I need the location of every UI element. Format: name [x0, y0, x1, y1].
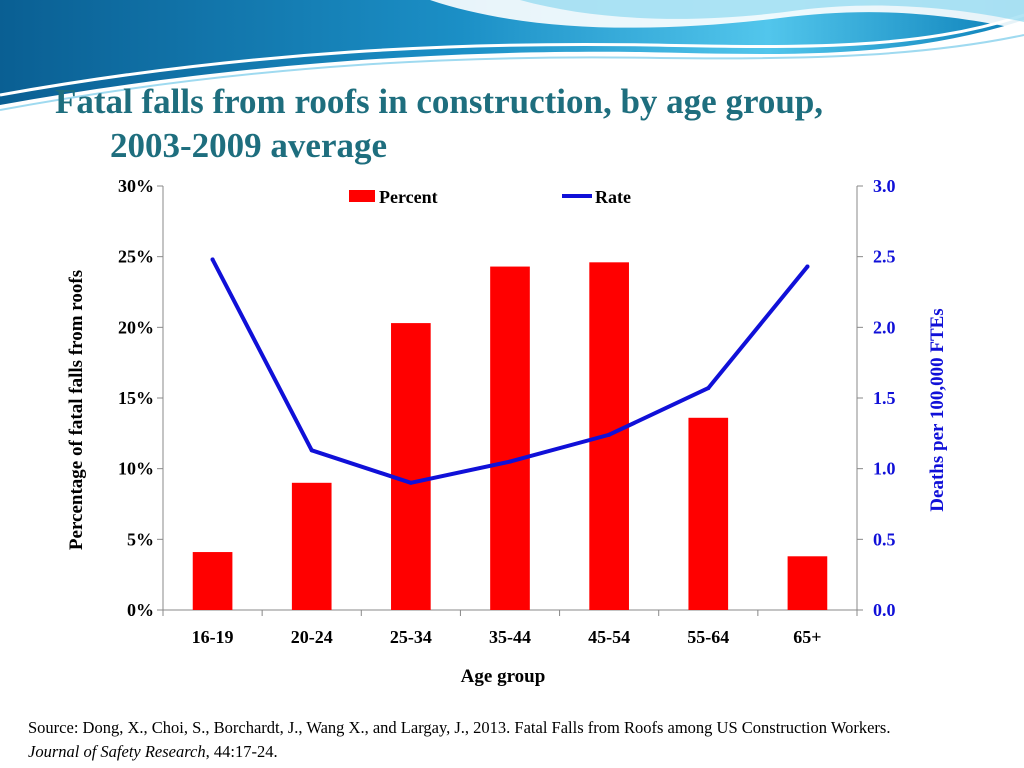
source-citation: Source: Dong, X., Choi, S., Borchardt, J…: [28, 716, 928, 764]
right-tick-label: 2.5: [873, 247, 896, 267]
rate-point-20-24: [309, 448, 314, 453]
left-tick-label: 5%: [127, 529, 154, 549]
title-line-1: Fatal falls from roofs in construction, …: [55, 82, 824, 121]
legend-percent-swatch: [349, 190, 375, 202]
bar-percent-20-24: [291, 482, 332, 610]
right-tick-label: 0.5: [873, 529, 896, 549]
left-tick-label: 20%: [118, 317, 154, 337]
x-tick-label: 55-64: [687, 627, 729, 647]
right-tick-label: 0.0: [873, 600, 896, 620]
right-tick-label: 3.0: [873, 176, 896, 196]
rate-point-16-19: [210, 257, 215, 262]
rate-point-65+: [805, 264, 810, 269]
bar-percent-55-64: [688, 417, 729, 610]
left-axis-title: Percentage of fatal falls from roofs: [66, 270, 87, 550]
rate-point-45-54: [607, 432, 612, 437]
header-wave-decoration: [0, 0, 1024, 111]
right-axis-title: Deaths per 100,000 FTEs: [927, 308, 948, 511]
x-tick-label: 35-44: [489, 627, 531, 647]
legend-percent-label: Percent: [379, 187, 438, 207]
x-axis-title: Age group: [461, 666, 546, 687]
rate-point-25-34: [408, 480, 413, 485]
right-tick-label: 1.0: [873, 459, 896, 479]
left-tick-label: 10%: [118, 459, 154, 479]
left-tick-label: 25%: [118, 247, 154, 267]
rate-point-55-64: [706, 386, 711, 391]
left-tick-label: 30%: [118, 176, 154, 196]
source-journal: Journal of Safety Research: [28, 742, 206, 761]
title-line-2: 2003-2009 average: [110, 126, 388, 165]
source-suffix: , 44:17-24.: [205, 742, 278, 761]
right-tick-label: 1.5: [873, 388, 896, 408]
right-tick-label: 2.0: [873, 317, 896, 337]
legend-rate-label: Rate: [595, 187, 631, 207]
left-tick-label: 15%: [118, 388, 154, 408]
left-tick-label: 0%: [127, 600, 154, 620]
rate-point-35-44: [508, 459, 512, 464]
x-tick-label: 45-54: [588, 627, 630, 647]
bar-percent-35-44: [490, 266, 530, 610]
x-tick-label: 16-19: [192, 627, 234, 647]
bar-percent-16-19: [192, 552, 233, 610]
slide-title: Fatal falls from roofs in construction, …: [55, 80, 995, 168]
source-text: Source: Dong, X., Choi, S., Borchardt, J…: [28, 718, 891, 737]
x-tick-label: 20-24: [291, 627, 333, 647]
bar-percent-65+: [787, 556, 828, 610]
bar-percent-25-34: [391, 323, 431, 610]
x-tick-label: 25-34: [390, 627, 432, 647]
x-tick-label: 65+: [793, 627, 821, 647]
